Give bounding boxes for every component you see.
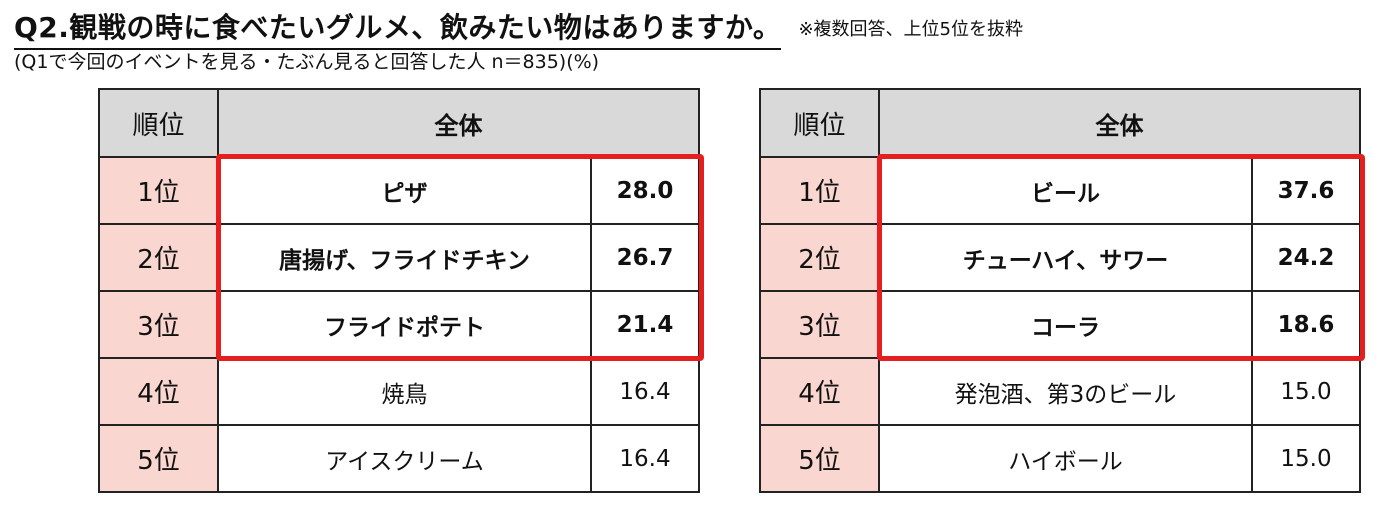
table-row: 5位 アイスクリーム 16.4: [98, 424, 700, 493]
value-cell: 18.6: [1251, 290, 1361, 359]
item-cell: ピザ: [217, 156, 592, 225]
drink-ranking-table: 順位 全体 1位 ビール 37.6 2位 チューハイ、サワー 24.2 3位 コ…: [759, 88, 1361, 493]
rank-cell: 1位: [759, 156, 880, 225]
rank-cell: 5位: [759, 424, 880, 493]
item-cell: 焼鳥: [217, 357, 592, 426]
rank-cell: 2位: [759, 223, 880, 292]
title-row: Q2.観戦の時に食べたいグルメ、飲みたい物はありますか。 ※複数回答、上位5位を…: [14, 6, 1023, 50]
value-cell: 37.6: [1251, 156, 1361, 225]
table-row: 4位 焼鳥 16.4: [98, 357, 700, 426]
item-cell: 発泡酒、第3のビール: [878, 357, 1253, 426]
value-cell: 15.0: [1251, 357, 1361, 426]
page-subtitle: (Q1で今回のイベントを見る・たぶん見ると回答した人 n＝835)(%): [14, 51, 600, 73]
rank-cell: 3位: [759, 290, 880, 359]
item-cell: フライドポテト: [217, 290, 592, 359]
rank-cell: 2位: [98, 223, 219, 292]
rank-cell: 3位: [98, 290, 219, 359]
rank-cell: 4位: [759, 357, 880, 426]
table-row: 3位 コーラ 18.6: [759, 290, 1361, 359]
table-row: 1位 ピザ 28.0: [98, 156, 700, 225]
rank-column-header: 順位: [98, 88, 219, 158]
food-ranking-table: 順位 全体 1位 ピザ 28.0 2位 唐揚げ、フライドチキン 26.7 3位 …: [98, 88, 700, 493]
rank-cell: 5位: [98, 424, 219, 493]
table-header-row: 順位 全体: [98, 88, 700, 158]
value-cell: 15.0: [1251, 424, 1361, 493]
table-row: 1位 ビール 37.6: [759, 156, 1361, 225]
value-cell: 24.2: [1251, 223, 1361, 292]
value-cell: 16.4: [590, 424, 700, 493]
table-row: 2位 唐揚げ、フライドチキン 26.7: [98, 223, 700, 292]
value-cell: 26.7: [590, 223, 700, 292]
table-row: 4位 発泡酒、第3のビール 15.0: [759, 357, 1361, 426]
page-title: Q2.観戦の時に食べたいグルメ、飲みたい物はありますか。: [14, 6, 782, 50]
rank-cell: 1位: [98, 156, 219, 225]
rank-cell: 4位: [98, 357, 219, 426]
table-row: 3位 フライドポテト 21.4: [98, 290, 700, 359]
value-cell: 16.4: [590, 357, 700, 426]
item-cell: 唐揚げ、フライドチキン: [217, 223, 592, 292]
item-cell: チューハイ、サワー: [878, 223, 1253, 292]
table-row: 2位 チューハイ、サワー 24.2: [759, 223, 1361, 292]
table-header-row: 順位 全体: [759, 88, 1361, 158]
all-column-header: 全体: [217, 88, 700, 158]
answer-note: ※複数回答、上位5位を抜粋: [798, 19, 1024, 40]
value-cell: 21.4: [590, 290, 700, 359]
all-column-header: 全体: [878, 88, 1361, 158]
item-cell: コーラ: [878, 290, 1253, 359]
item-cell: アイスクリーム: [217, 424, 592, 493]
rank-column-header: 順位: [759, 88, 880, 158]
item-cell: ビール: [878, 156, 1253, 225]
table-row: 5位 ハイボール 15.0: [759, 424, 1361, 493]
value-cell: 28.0: [590, 156, 700, 225]
item-cell: ハイボール: [878, 424, 1253, 493]
